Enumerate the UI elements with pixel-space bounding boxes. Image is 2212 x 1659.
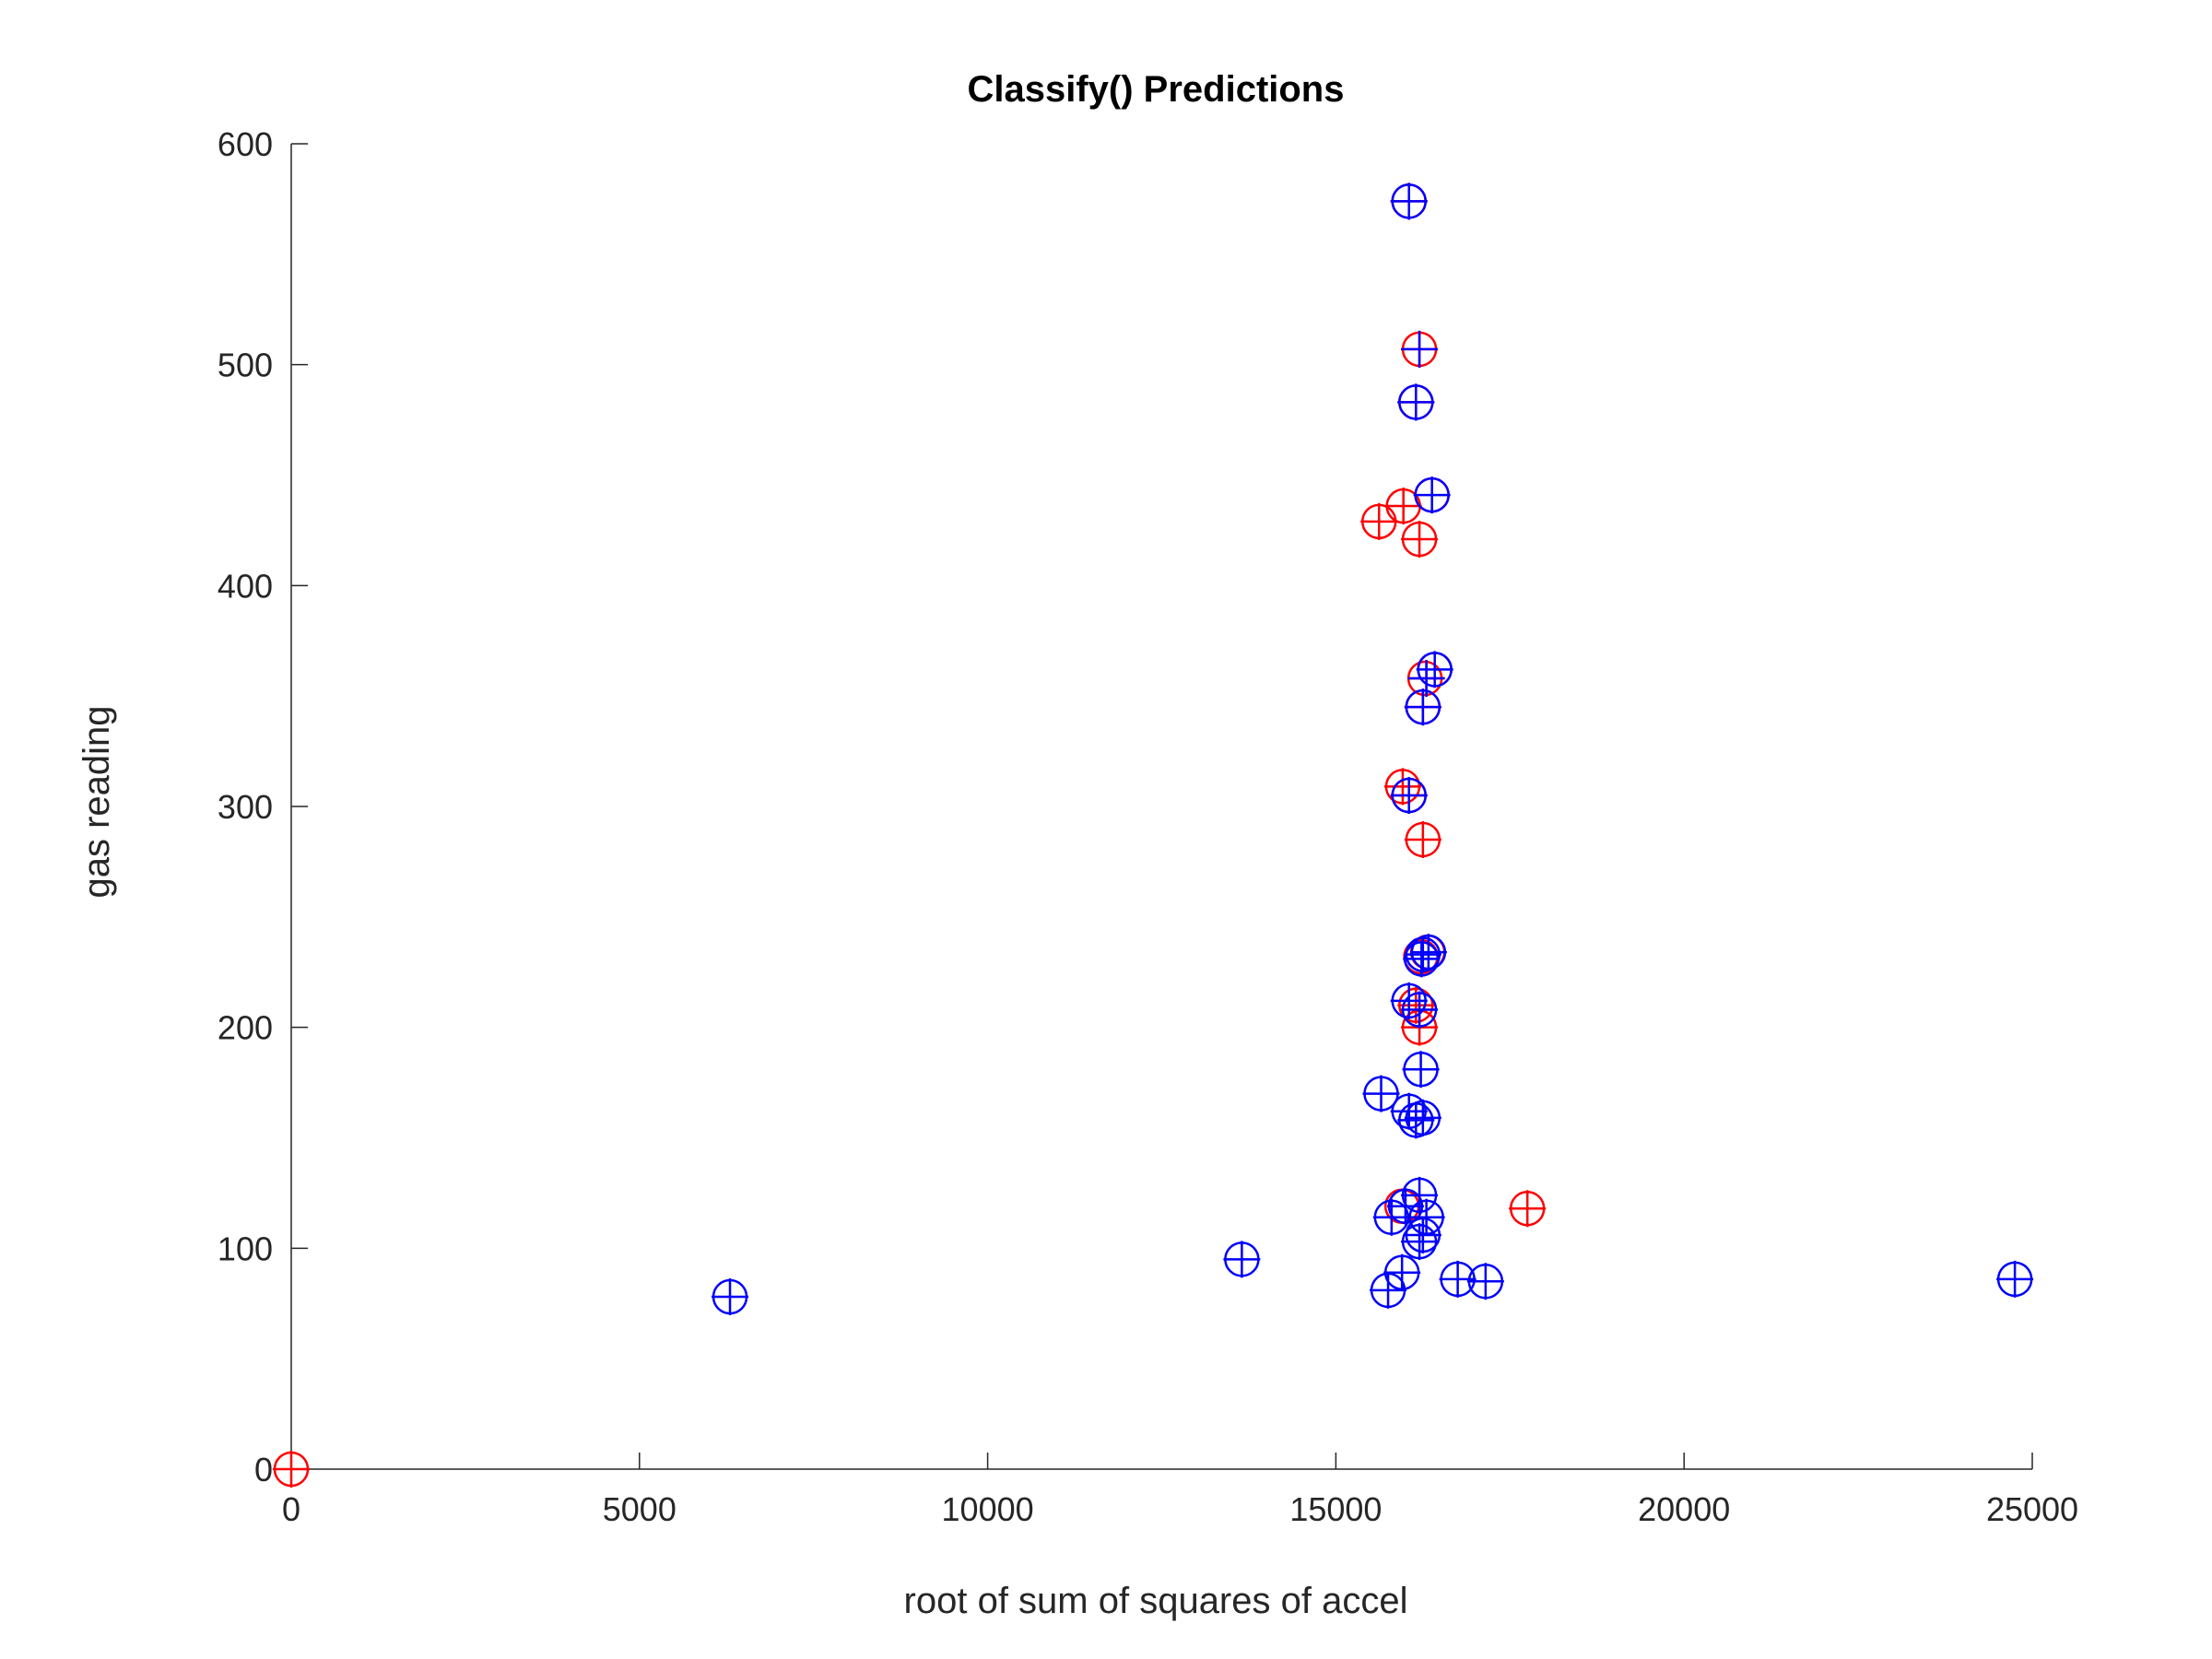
data-point-plus bbox=[1404, 820, 1441, 858]
data-point-plus bbox=[1509, 1190, 1547, 1228]
data-point-plus bbox=[1439, 1260, 1477, 1298]
x-tick-label: 20000 bbox=[1638, 1490, 1730, 1528]
y-tick-label: 200 bbox=[218, 1009, 273, 1047]
data-point-plus bbox=[1383, 1253, 1421, 1291]
x-tick-label: 0 bbox=[282, 1490, 300, 1528]
data-point-plus bbox=[1383, 768, 1421, 806]
data-point-plus bbox=[1384, 488, 1422, 525]
x-tick-label: 10000 bbox=[942, 1490, 1034, 1528]
data-markers bbox=[273, 182, 2034, 1488]
data-point-plus bbox=[1390, 182, 1428, 220]
data-point-plus bbox=[1386, 1187, 1424, 1225]
data-point-plus bbox=[1397, 1101, 1435, 1139]
x-tick-label: 15000 bbox=[1289, 1490, 1382, 1528]
data-point-plus bbox=[1397, 383, 1435, 421]
data-point-plus bbox=[1402, 1051, 1440, 1088]
y-tick-label: 300 bbox=[218, 788, 273, 826]
data-point-plus bbox=[1996, 1260, 2034, 1298]
chart-title: Classify() Predictions bbox=[967, 69, 1344, 110]
data-point-plus bbox=[1404, 1216, 1441, 1253]
data-point-plus bbox=[1403, 940, 1441, 978]
data-point-plus bbox=[1390, 777, 1428, 815]
y-tick-label: 0 bbox=[254, 1451, 273, 1488]
x-tick-label: 5000 bbox=[603, 1490, 677, 1528]
data-point-plus bbox=[1362, 1075, 1400, 1112]
data-point-plus bbox=[1370, 1271, 1407, 1309]
data-point-plus bbox=[1401, 991, 1439, 1029]
data-point-plus bbox=[1372, 1198, 1410, 1236]
data-point-plus bbox=[1360, 502, 1398, 540]
y-tick-label: 500 bbox=[218, 347, 273, 384]
y-tick-label: 100 bbox=[218, 1230, 273, 1267]
data-point-plus bbox=[1401, 330, 1439, 368]
data-point-plus bbox=[1404, 688, 1441, 726]
data-point-plus bbox=[273, 1451, 310, 1488]
data-point-plus bbox=[1466, 1263, 1504, 1300]
y-tick-label: 400 bbox=[218, 567, 273, 605]
data-point-plus bbox=[1401, 1176, 1439, 1214]
data-point-plus bbox=[1404, 935, 1441, 973]
data-point-plus bbox=[1407, 659, 1445, 697]
data-point-plus bbox=[1390, 1092, 1428, 1130]
data-point-plus bbox=[1404, 1099, 1441, 1136]
data-point-plus bbox=[1413, 477, 1451, 514]
data-point-plus bbox=[1401, 1223, 1439, 1261]
data-point-plus bbox=[1390, 982, 1428, 1019]
x-tick-label: 25000 bbox=[1986, 1490, 2078, 1528]
data-point-plus bbox=[1416, 651, 1453, 688]
y-tick-label: 600 bbox=[218, 125, 273, 163]
data-point-plus bbox=[1401, 521, 1439, 559]
axes: 0 5000 10000 15000 20000 25000 0 100 200 300 400 50… bbox=[218, 125, 2078, 1528]
data-point-plus bbox=[1407, 1198, 1445, 1236]
data-point-plus bbox=[1223, 1241, 1261, 1278]
x-axis-label: root of sum of squares of accel bbox=[904, 1581, 1408, 1621]
y-axis-label: gas reading bbox=[76, 705, 117, 898]
data-point-plus bbox=[712, 1278, 749, 1316]
data-point-plus bbox=[1409, 934, 1447, 971]
